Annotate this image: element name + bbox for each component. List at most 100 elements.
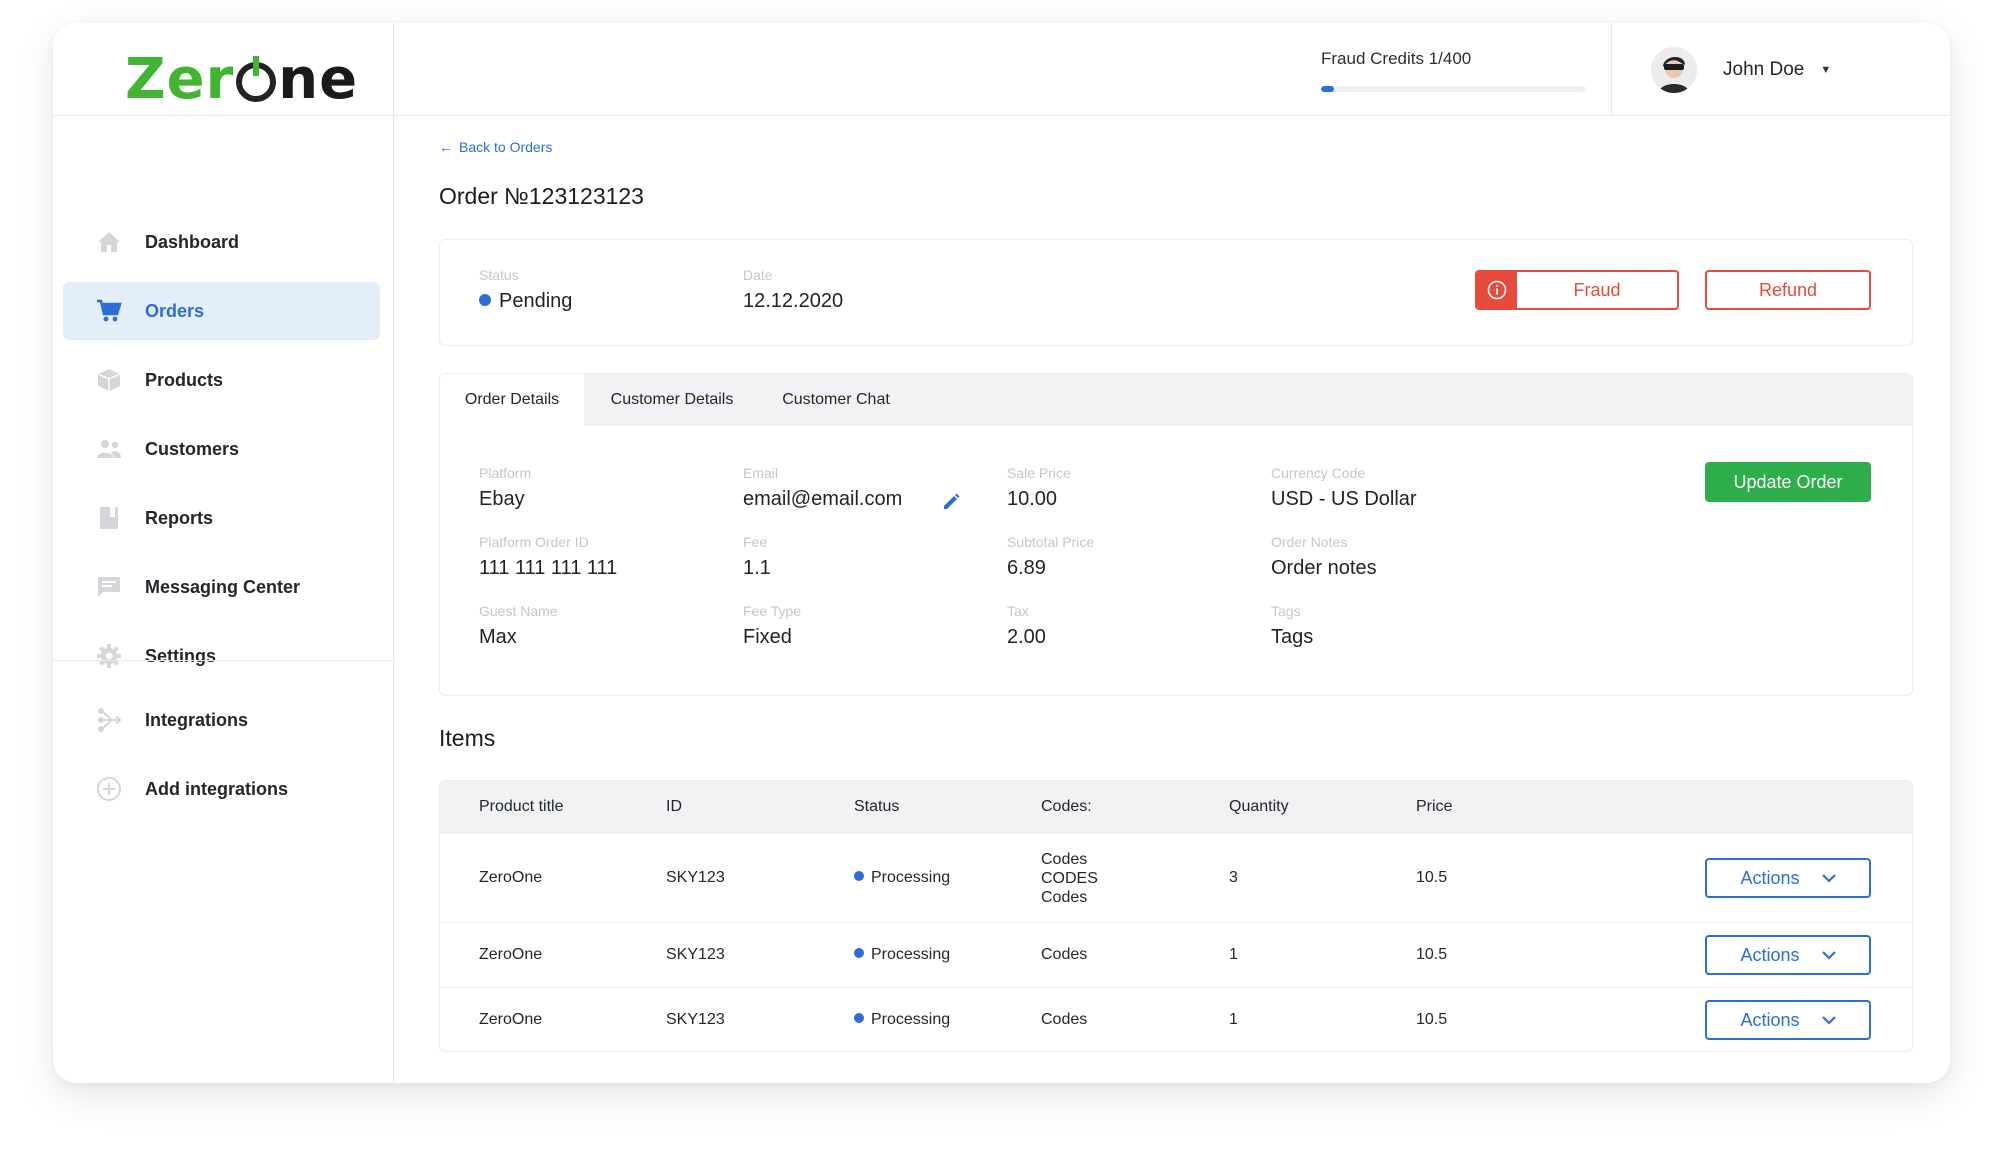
actions-dropdown[interactable]: Actions — [1705, 1000, 1871, 1040]
order-details-card: Order Details Customer Details Customer … — [439, 373, 1913, 696]
gear-icon — [96, 643, 122, 669]
status-dot — [854, 1013, 864, 1023]
edit-email-icon[interactable] — [942, 493, 960, 516]
quantity-cell: 1 — [1229, 1011, 1238, 1028]
logo-text-end: ne — [278, 46, 359, 112]
integration-icon — [96, 707, 122, 733]
product-title-cell: ZeroOne — [479, 946, 543, 963]
actions-label: Actions — [1740, 867, 1800, 888]
fraud-button-label: Fraud — [1573, 279, 1621, 300]
sidebar-item-label: Orders — [145, 300, 205, 321]
price-cell: 10.5 — [1416, 946, 1448, 963]
refund-button[interactable]: Refund — [1705, 270, 1871, 310]
table-row: ZeroOne SKY123 Processing Codes 1 10.5 A… — [440, 922, 1912, 987]
update-order-button[interactable]: Update Order — [1705, 462, 1871, 502]
plus-circle-icon — [96, 776, 122, 802]
user-menu[interactable]: John Doe ▼ — [1651, 47, 1831, 93]
price-cell: 10.5 — [1416, 869, 1448, 886]
email-label: Email — [743, 465, 779, 481]
fraud-button[interactable]: Fraud — [1475, 270, 1679, 310]
guest-name-label: Guest Name — [479, 603, 558, 619]
fraud-credits-label: Fraud Credits 1/400 — [1321, 49, 1472, 68]
fee-type-label: Fee Type — [743, 603, 802, 619]
items-table: Product title ID Status Codes: Quantity … — [439, 780, 1913, 1052]
sidebar-item-customers[interactable]: Customers — [63, 420, 380, 478]
fraud-credits-fill — [1321, 86, 1335, 92]
tax-label: Tax — [1007, 603, 1029, 619]
status-cell: Processing — [854, 1011, 950, 1029]
platform-label: Platform — [479, 465, 532, 481]
status-value: Pending — [479, 290, 572, 313]
sidebar-item-label: Settings — [145, 645, 217, 666]
users-icon — [96, 436, 122, 462]
sidebar: Zer ne Dashboard Orders Products Customer… — [53, 23, 394, 1083]
actions-dropdown[interactable]: Actions — [1705, 858, 1871, 898]
chevron-down-icon — [1821, 950, 1836, 960]
code-item: CODES — [1041, 870, 1098, 887]
tab-customer-chat[interactable]: Customer Chat — [782, 391, 890, 408]
chevron-down-icon — [1821, 1015, 1836, 1025]
tab-bar: Order Details Customer Details Customer … — [440, 374, 1912, 426]
product-title-cell: ZeroOne — [479, 1011, 543, 1028]
back-to-orders-link[interactable]: ← Back to Orders — [439, 139, 552, 155]
actions-dropdown[interactable]: Actions — [1705, 935, 1871, 975]
tab-customer-details[interactable]: Customer Details — [610, 391, 734, 408]
sidebar-item-label: Reports — [145, 507, 214, 528]
sidebar-item-reports[interactable]: Reports — [63, 489, 380, 547]
platform-value: Ebay — [479, 488, 525, 510]
quantity-cell: 3 — [1229, 869, 1238, 886]
sidebar-item-label: Dashboard — [145, 231, 240, 252]
power-icon — [234, 47, 278, 112]
table-row: ZeroOne SKY123 Processing Codes 1 10.5 A… — [440, 987, 1912, 1051]
sidebar-item-label: Messaging Center — [145, 576, 301, 597]
avatar — [1651, 47, 1697, 93]
status-dot — [854, 948, 864, 958]
info-icon — [1477, 272, 1517, 308]
date-label: Date — [743, 267, 773, 283]
actions-label: Actions — [1740, 944, 1800, 965]
tags-label: Tags — [1271, 603, 1301, 619]
header-separator — [1611, 23, 1612, 115]
column-header: Status — [854, 798, 900, 815]
subtotal-label: Subtotal Price — [1007, 534, 1095, 550]
sidebar-item-messaging-center[interactable]: Messaging Center — [63, 558, 380, 616]
logo: Zer ne — [125, 43, 358, 115]
actions-label: Actions — [1740, 1009, 1800, 1030]
sidebar-item-label: Integrations — [145, 709, 249, 730]
column-header: Price — [1416, 798, 1453, 815]
product-title-cell: ZeroOne — [479, 869, 543, 886]
logo-text-start: Zer — [125, 46, 235, 112]
sidebar-item-orders[interactable]: Orders — [63, 282, 380, 340]
status-text: Processing — [871, 1011, 951, 1028]
sidebar-divider — [53, 660, 394, 661]
box-icon — [96, 367, 122, 393]
header-divider — [53, 115, 1950, 116]
currency-value: USD - US Dollar — [1271, 488, 1417, 510]
codes-cell: Codes — [1041, 946, 1088, 963]
sidebar-item-label: Add integrations — [145, 778, 288, 799]
table-row: ZeroOne SKY123 Processing Codes CODES Co… — [440, 833, 1912, 922]
order-notes-value: Order notes — [1271, 557, 1377, 579]
id-cell: SKY123 — [666, 1011, 725, 1028]
order-status-card: Status Pending Date 12.12.2020 Fraud Ref… — [439, 239, 1913, 346]
sidebar-item-settings[interactable]: Settings — [63, 627, 380, 685]
sidebar-item-integrations[interactable]: Integrations — [63, 691, 380, 749]
caret-down-icon: ▼ — [1820, 64, 1832, 76]
column-header: ID — [666, 798, 682, 815]
report-icon — [96, 505, 122, 531]
chevron-down-icon — [1821, 873, 1836, 883]
status-cell: Processing — [854, 869, 950, 887]
cart-icon — [96, 298, 122, 324]
page-title: Order №123123123 — [439, 183, 644, 209]
quantity-cell: 1 — [1229, 946, 1238, 963]
fee-value: 1.1 — [743, 557, 771, 579]
sidebar-item-add-integrations[interactable]: Add integrations — [63, 760, 380, 818]
column-header: Codes: — [1041, 798, 1092, 815]
sidebar-item-products[interactable]: Products — [63, 351, 380, 409]
fee-label: Fee — [743, 534, 768, 550]
back-link-label: Back to Orders — [459, 139, 553, 155]
fraud-credits-bar — [1321, 86, 1586, 92]
sidebar-item-dashboard[interactable]: Dashboard — [63, 213, 380, 271]
tab-order-details[interactable]: Order Details — [440, 374, 584, 426]
integrations-nav: Integrations Add integrations — [63, 691, 380, 829]
